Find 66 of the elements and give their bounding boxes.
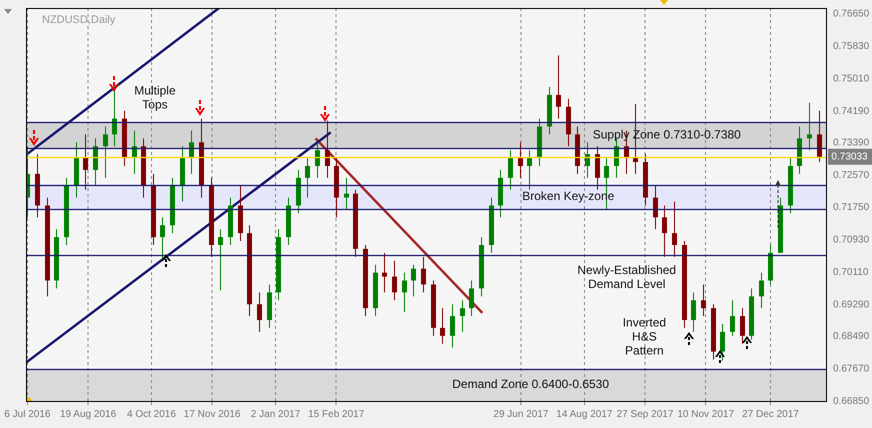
candlestick (720, 323, 725, 362)
band-label: Demand Zone 0.6400-0.6530 (452, 377, 610, 392)
y-tick-label: 0.66850 (833, 396, 870, 407)
candlestick (518, 142, 523, 178)
x-tick-label: 4 Oct 2016 (126, 408, 176, 420)
x-tick-label: 6 Jul 2016 (4, 408, 51, 420)
candlestick (325, 120, 330, 178)
candlestick (527, 150, 532, 190)
y-tick-label: 0.72570 (833, 170, 870, 181)
x-tick-label: 29 Jun 2017 (493, 408, 549, 420)
y-tick-label: 0.76650 (833, 8, 870, 20)
candlestick (160, 216, 165, 260)
y-tick-label: 0.75830 (833, 41, 870, 52)
ref-line-label: 0.73033 (831, 152, 868, 163)
x-tick-label: 27 Dec 2017 (742, 408, 800, 420)
candlestick (402, 272, 407, 313)
y-tick-label: 0.74190 (833, 106, 870, 117)
y-tick-label: 0.73390 (833, 137, 870, 148)
candlestick (83, 134, 88, 190)
candlestick (672, 201, 677, 258)
candlestick (93, 138, 98, 186)
y-tick-label: 0.70110 (833, 266, 869, 278)
y-tick-label: 0.68490 (833, 330, 870, 342)
candlestick (701, 284, 706, 317)
y-tick-label: 0.71750 (833, 202, 870, 214)
candlestick (305, 158, 310, 198)
text: NZDUSD,Daily (42, 14, 116, 26)
annotation: Multiple Tops (134, 84, 176, 112)
annotation: Inverted H&S Pattern (622, 316, 666, 358)
y-tick-label: 0.70930 (833, 234, 870, 246)
candlestick (392, 260, 397, 301)
candlestick (556, 54, 561, 120)
candlestick (653, 185, 658, 230)
candlestick (662, 204, 667, 258)
x-tick-label: 17 Nov 2016 (184, 408, 241, 420)
candlestick (817, 110, 822, 163)
candlestick (103, 126, 108, 178)
candlestick (411, 264, 416, 297)
ref-line-label: Newly-Established Demand Level (577, 263, 676, 292)
y-tick-label: 0.69290 (833, 299, 870, 310)
x-tick-label: 15 Feb 2017 (308, 408, 365, 420)
candlestick (730, 300, 735, 336)
candlestick (218, 228, 223, 291)
y-tick-label: 0.67670 (833, 363, 870, 374)
candlestick (440, 308, 445, 344)
x-tick-label: 2 Jan 2017 (250, 408, 301, 420)
candlestick (257, 292, 262, 332)
candlestick (740, 308, 745, 344)
candlestick (508, 150, 513, 190)
x-tick-label: 27 Sep 2017 (616, 408, 674, 420)
candlestick (691, 292, 696, 332)
candlestick (450, 304, 455, 348)
candlestick (460, 300, 465, 332)
x-tick-label: 10 Nov 2017 (677, 408, 734, 420)
y-tick-label: 0.75010 (833, 73, 870, 84)
candlestick (421, 256, 426, 293)
x-tick-label: 19 Aug 2016 (60, 408, 117, 420)
candlestick (585, 142, 590, 178)
candlestick (807, 102, 812, 151)
candlestick (382, 252, 387, 293)
candlestick (759, 272, 764, 309)
candlestick (344, 177, 349, 210)
candlestick (595, 146, 600, 190)
x-tick-label: 14 Aug 2017 (556, 408, 613, 420)
candlestick (315, 142, 320, 178)
candlestick (469, 280, 474, 317)
